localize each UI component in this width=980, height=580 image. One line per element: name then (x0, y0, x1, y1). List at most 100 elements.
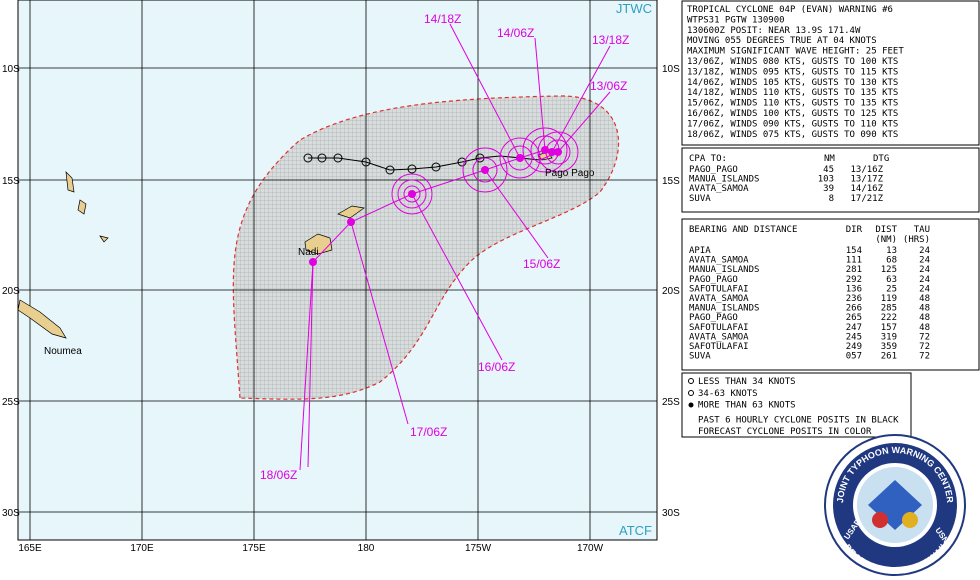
place-label: Noumea (44, 346, 82, 357)
lon-label: 175E (242, 543, 266, 554)
panel-text: 48 (919, 323, 930, 333)
panel-text: 247 (846, 323, 862, 333)
panel-text: 136 (846, 284, 862, 294)
panel-text: BEARING AND DISTANCE (689, 225, 797, 235)
panel-text: WTPS31 PGTW 130900 (687, 15, 785, 25)
forecast-points (309, 146, 562, 266)
panel-text: SAFOTULAFAI (689, 342, 749, 352)
forecast-label: 18/06Z (260, 468, 297, 482)
panel-text: PAST 6 HOURLY CYCLONE POSITS IN BLACK (698, 415, 899, 425)
panel-text: 24 (919, 265, 930, 275)
panel-text: 16/06Z, WINDS 100 KTS, GUSTS TO 125 KTS (687, 109, 898, 119)
panel-text: 72 (919, 352, 930, 362)
forecast-label: 14/06Z (497, 26, 534, 40)
land (18, 151, 553, 339)
panel-text: 8 (829, 194, 834, 204)
panel-text: 48 (919, 304, 930, 314)
panel-text: 17/06Z, WINDS 090 KTS, GUSTS TO 110 KTS (687, 119, 898, 129)
legend-symbol (688, 390, 694, 396)
panel-text: LESS THAN 34 KNOTS (698, 377, 796, 387)
lat-label: 20S (2, 286, 20, 297)
bearing-box (681, 218, 980, 371)
panel-text: 13 (886, 246, 897, 256)
panel-text: 13/18Z, WINDS 095 KTS, GUSTS TO 115 KTS (687, 67, 898, 77)
lon-label: 180 (358, 543, 375, 554)
panel-text: 24 (919, 284, 930, 294)
panel-text: 15/06Z, WINDS 110 KTS, GUSTS TO 135 KTS (687, 99, 898, 109)
panel-text: 13/16Z (850, 165, 883, 175)
panel-text: 34-63 KNOTS (698, 389, 758, 399)
panel-text: 18/06Z, WINDS 075 KTS, GUSTS TO 090 KTS (687, 130, 898, 140)
panel-text: 249 (846, 342, 862, 352)
lon-label: 175W (465, 543, 492, 554)
panel-text: MORE THAN 63 KNOTS (698, 401, 796, 411)
lon-label: 170W (577, 543, 604, 554)
panel-text: MAXIMUM SIGNIFICANT WAVE HEIGHT: 25 FEET (687, 47, 904, 57)
legend-symbol (688, 378, 694, 384)
map (18, 0, 657, 540)
lat-label: 20S (662, 286, 680, 297)
panel-text: 24 (919, 275, 930, 285)
panel-text: SUVA (689, 194, 711, 204)
cpa-box (681, 147, 980, 213)
panel-text: 057 (846, 352, 862, 362)
lat-label: 15S (2, 176, 20, 187)
panel-text: 72 (919, 342, 930, 352)
panel-text: 266 (846, 304, 862, 314)
panel-text: 14/06Z, WINDS 105 KTS, GUSTS TO 130 KTS (687, 78, 898, 88)
corner-label: JTWC (616, 1, 652, 16)
panel-text: DTG (873, 154, 889, 164)
lat-label: 25S (662, 397, 680, 408)
panel-text: 154 (846, 246, 862, 256)
lat-label: 15S (662, 176, 680, 187)
panel-text: MOVING 055 DEGREES TRUE AT 04 KNOTS (687, 36, 877, 46)
panel-text: PAGO_PAGO (689, 313, 738, 323)
panel-text: 119 (881, 294, 897, 304)
panel-text: TAU (914, 225, 930, 235)
panel-text: 48 (919, 313, 930, 323)
panel-text: (NM) (875, 235, 897, 245)
panel-text: SAFOTULAFAI (689, 284, 749, 294)
panel-text: 17/21Z (850, 194, 883, 204)
panel-text: 72 (919, 332, 930, 342)
lat-label: 10S (662, 64, 680, 75)
map-labels: JTWC ATCF 10S 10S 15S 15S 20S 20S 25S 25S 30S 30S 16… (2, 1, 680, 554)
panel-text: MANUA_ISLANDS (689, 304, 759, 314)
panel-text: SUVA (689, 352, 711, 362)
panel-text: PAGO_PAGO (689, 275, 738, 285)
panel-text: 130600Z POSIT: NEAR 13.9S 171.4W (687, 26, 861, 36)
panel-text: 125 (881, 265, 897, 275)
panel-text: APIA (689, 246, 711, 256)
panel-text: TROPICAL CYCLONE 04P (EVAN) WARNING #6 (687, 5, 893, 15)
forecast-label: 17/06Z (410, 425, 447, 439)
lon-label: 170E (130, 543, 154, 554)
panel-text: 48 (919, 294, 930, 304)
panel-text: SAFOTULAFAI (689, 323, 749, 333)
panel-text: DIST (875, 225, 897, 235)
panel-text: 68 (886, 256, 897, 266)
panel-text: 265 (846, 313, 862, 323)
panel-text: AVATA_SAMOA (689, 294, 749, 304)
panel-text: 24 (919, 246, 930, 256)
panel-text: 285 (881, 304, 897, 314)
forecast-label: 13/06Z (590, 79, 627, 93)
lat-label: 25S (2, 397, 20, 408)
panel-text: 222 (881, 313, 897, 323)
panel-text: CPA TO: (689, 154, 727, 164)
lon-label: 165E (18, 543, 42, 554)
legend-symbol (688, 402, 694, 408)
panel-text: 292 (846, 275, 862, 285)
panel-text: 103 (818, 175, 834, 185)
grid (18, 0, 657, 540)
panel-text: MANUA_ISLANDS (689, 265, 759, 275)
panel-text: 13/06Z, WINDS 080 KTS, GUSTS TO 100 KTS (687, 57, 898, 67)
past-track (303, 153, 541, 175)
forecast-label: 13/18Z (592, 33, 629, 47)
panel-text: 245 (846, 332, 862, 342)
panel-text: AVATA_SAMOA (689, 256, 749, 266)
warning-box (681, 0, 980, 146)
panel-text: 39 (823, 184, 834, 194)
panel-text: AVATA_SAMOA (689, 332, 749, 342)
lat-label: 30S (2, 508, 20, 519)
